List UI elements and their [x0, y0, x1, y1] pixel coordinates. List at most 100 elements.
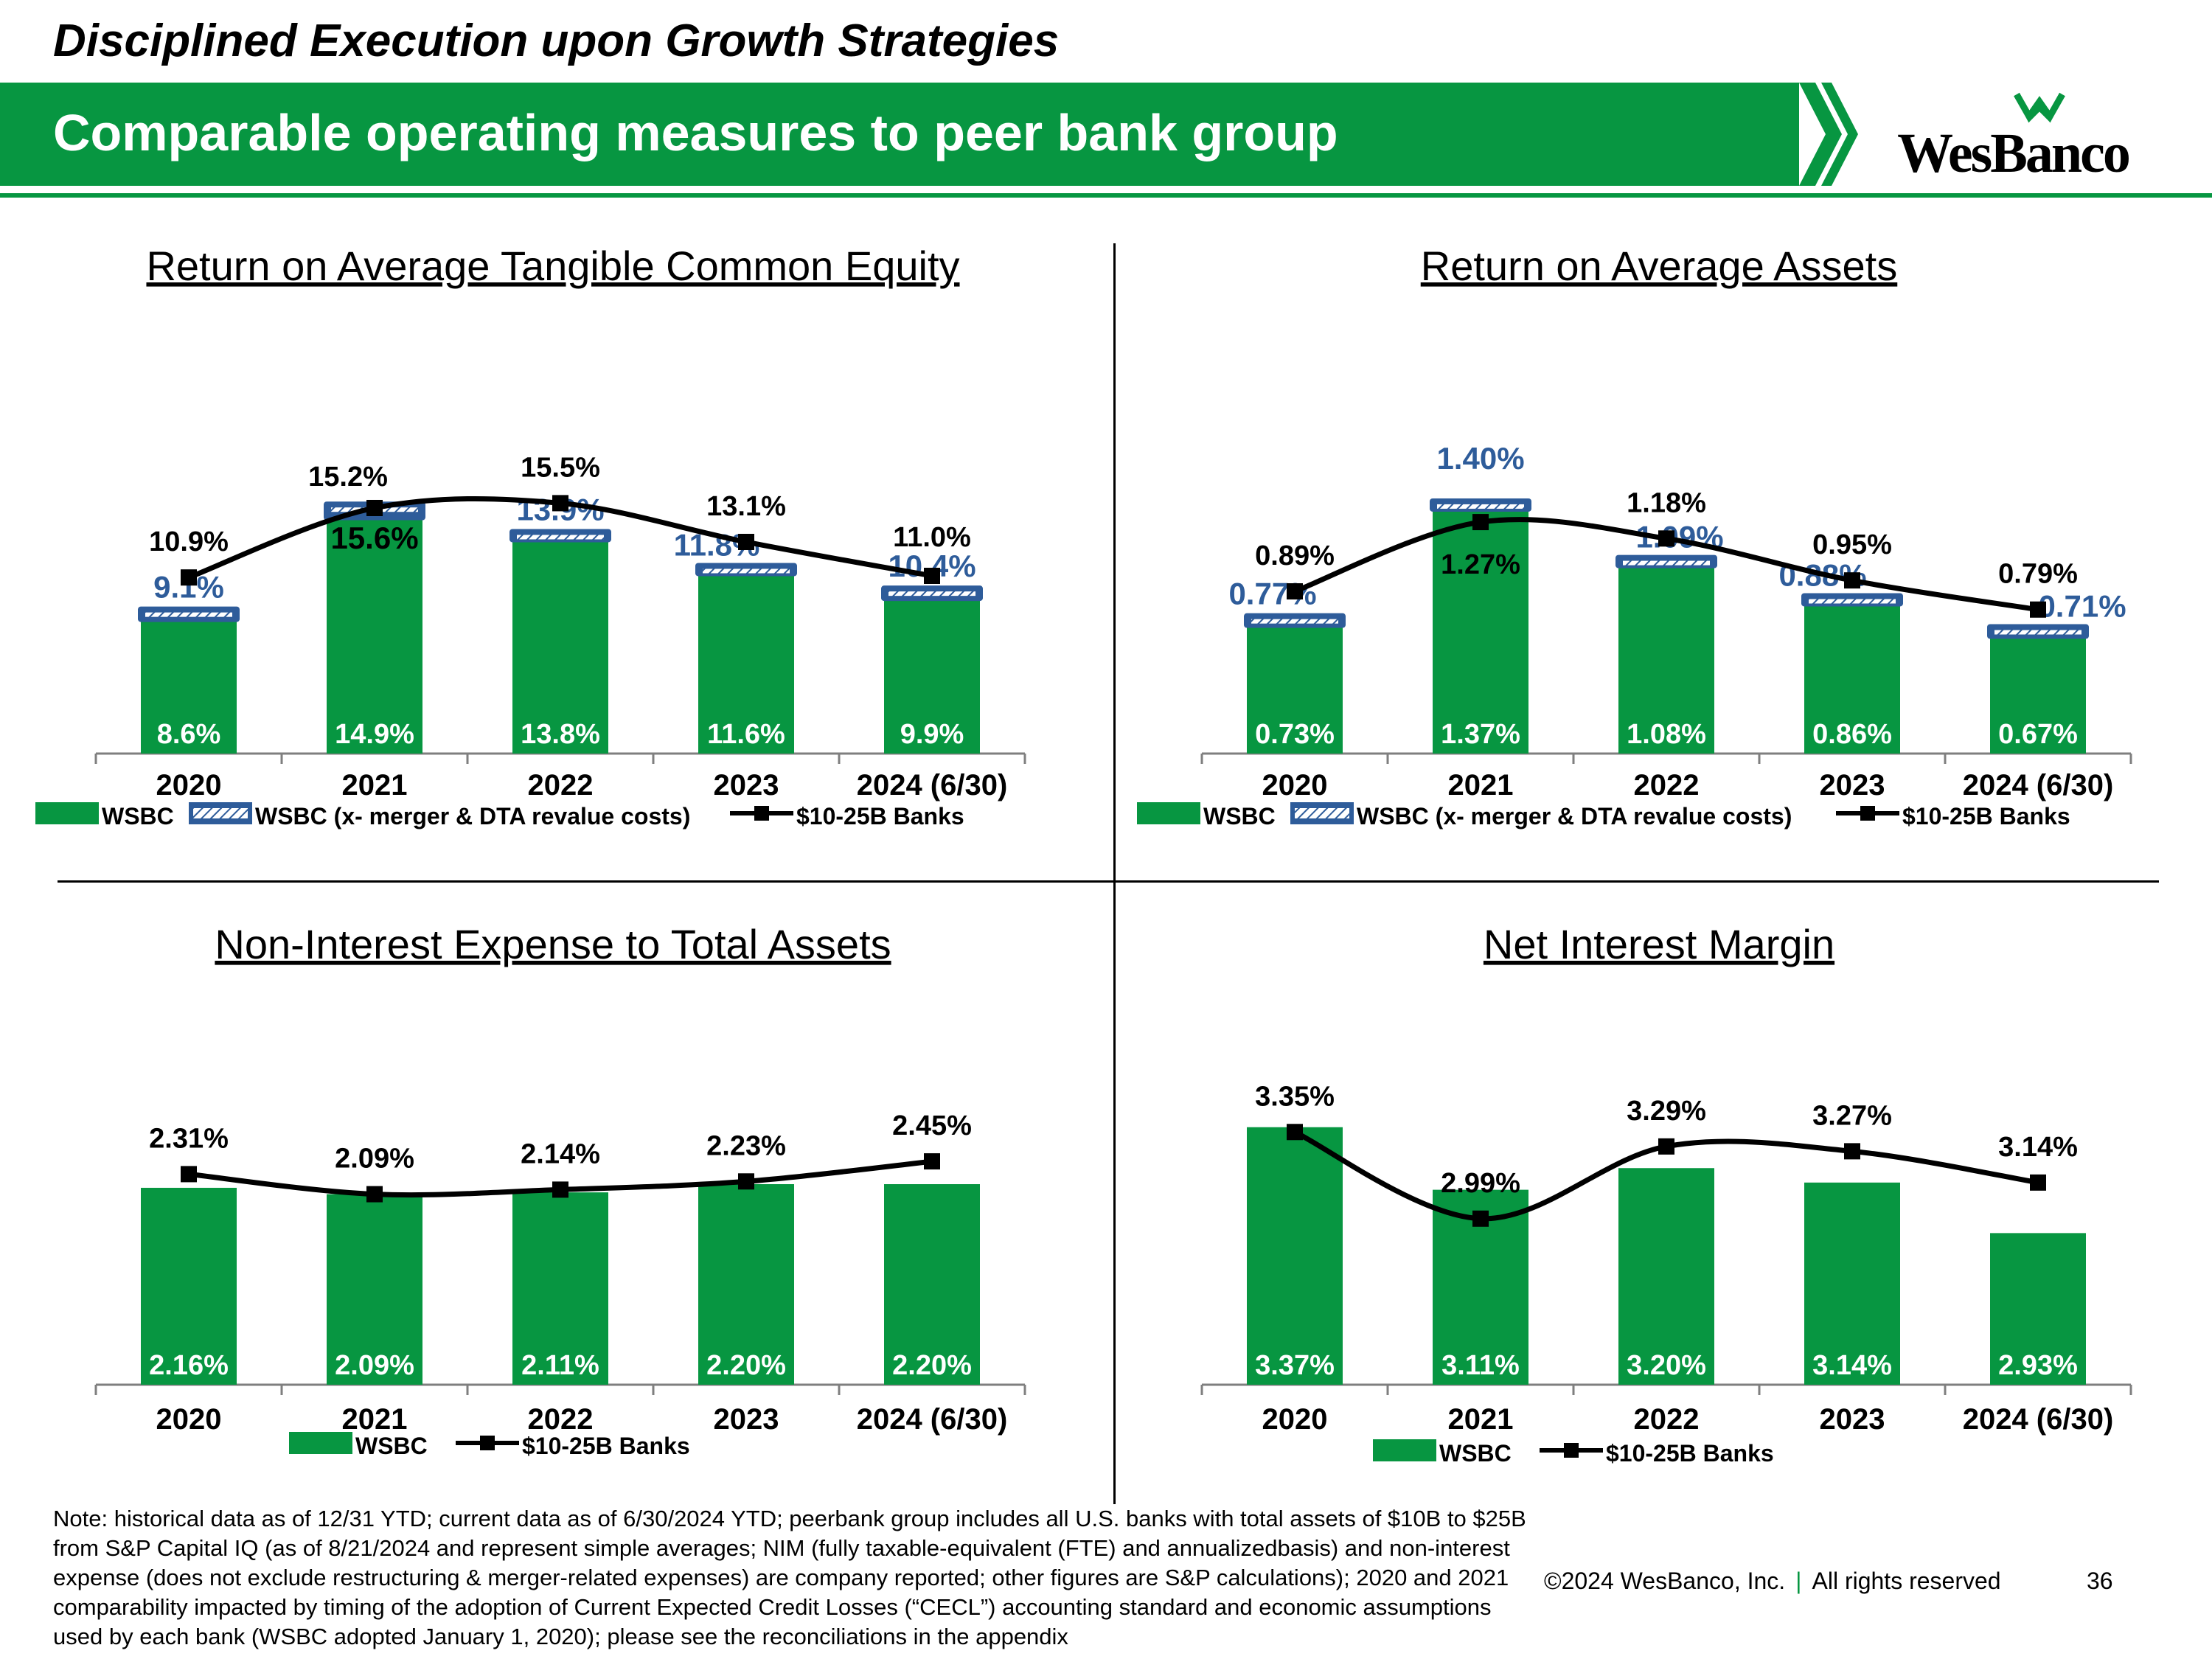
peer-marker — [1658, 1138, 1674, 1155]
peer-value-label: 3.29% — [1627, 1096, 1706, 1127]
bar-cap-hatch — [145, 612, 232, 617]
peer-value-label: 11.0% — [893, 522, 971, 553]
peer-marker — [1287, 1124, 1303, 1141]
peer-marker — [924, 1153, 940, 1170]
legend-marker-peer — [1860, 806, 1875, 821]
peer-value-label: 0.79% — [1998, 559, 2078, 590]
category-label: 2022 — [528, 769, 594, 801]
peer-marker — [1287, 583, 1303, 600]
bar-value-label: 2.93% — [1998, 1350, 2078, 1381]
copyright: ©2024 WesBanco, Inc. | All rights reserved — [1544, 1568, 2001, 1595]
peer-value-label: 15.5% — [521, 452, 600, 483]
bar-value-label: 2.09% — [335, 1350, 414, 1381]
legend-label: WSBC — [1203, 803, 1276, 830]
bar-wsbc — [512, 1192, 608, 1385]
peer-marker — [738, 1173, 754, 1190]
category-label: 2023 — [1820, 1403, 1885, 1436]
bar-value-label: 13.8% — [521, 719, 600, 750]
peer-marker — [1472, 514, 1489, 531]
bar-cap-hatch — [517, 535, 604, 540]
peer-value-label: 2.45% — [892, 1110, 972, 1141]
category-label: 2021 — [1448, 1403, 1514, 1436]
peer-value-label: 2.23% — [706, 1130, 786, 1161]
legend-marker-peer — [754, 806, 769, 821]
peer-marker — [366, 499, 383, 516]
wesbanco-logo: WesBanco — [1897, 92, 2132, 183]
legend-swatch-hatch — [193, 808, 248, 818]
chart-title: Return on Average Tangible Common Equity — [146, 243, 959, 289]
peer-value-label: 2.99% — [1441, 1168, 1520, 1199]
bar-cap-hatch — [888, 591, 975, 597]
legend-swatch-wsbc — [1373, 1439, 1436, 1461]
category-label: 2021 — [1448, 769, 1514, 801]
legend-label: $10-25B Banks — [796, 803, 964, 830]
peer-marker — [738, 533, 754, 550]
page-title: Comparable operating measures to peer ba… — [53, 104, 1338, 161]
peer-value-label: 3.27% — [1812, 1100, 1892, 1131]
chart-rotce: Return on Average Tangible Common Equity… — [35, 243, 1026, 830]
bar-wsbc — [1433, 504, 1528, 754]
category-label: 2022 — [1634, 1403, 1700, 1436]
peer-marker — [924, 568, 940, 584]
cap-value-label: 0.71% — [2038, 589, 2126, 624]
bar-cap-hatch — [1251, 619, 1338, 624]
legend-label: $10-25B Banks — [522, 1433, 690, 1459]
peer-marker — [181, 1166, 197, 1183]
bar-value-label: 1.37% — [1441, 719, 1520, 750]
bar-value-label: 8.6% — [157, 719, 221, 750]
category-label: 2024 (6/30) — [857, 1403, 1008, 1436]
copyright-text: ©2024 WesBanco, Inc. — [1544, 1568, 1786, 1594]
category-label: 2022 — [528, 1403, 594, 1436]
chart-title: Return on Average Assets — [1421, 243, 1898, 289]
peer-value-label: 0.89% — [1255, 540, 1335, 571]
bar-value-label: 3.37% — [1255, 1350, 1335, 1381]
bar-cap-hatch — [1994, 630, 2081, 635]
bar-value-label: 3.11% — [1441, 1350, 1520, 1381]
cap-value-label: 1.40% — [1436, 441, 1524, 476]
bar-wsbc — [1618, 1168, 1714, 1385]
peer-marker — [366, 1186, 383, 1203]
peer-marker — [181, 569, 197, 586]
bar-wsbc — [141, 614, 237, 754]
peer-value-label: 13.1% — [706, 491, 786, 522]
bar-value-label: 2.11% — [521, 1350, 599, 1381]
legend-label: WSBC — [102, 803, 174, 830]
peer-marker — [552, 1181, 568, 1198]
bar-value-label: 3.20% — [1627, 1350, 1706, 1381]
page-number: 36 — [2087, 1568, 2113, 1594]
bar-cap-hatch — [703, 568, 790, 574]
bar-cap-hatch — [1437, 504, 1524, 509]
legend-swatch-wsbc — [289, 1432, 352, 1454]
peer-value-label: 15.2% — [308, 462, 388, 493]
bar-wsbc — [327, 512, 422, 754]
bar-wsbc — [698, 566, 794, 754]
bar-wsbc — [1990, 1233, 2086, 1385]
bar-wsbc — [698, 1184, 794, 1385]
legend-swatch-wsbc — [1137, 802, 1200, 824]
cap-value-label: 0.77% — [1228, 577, 1316, 611]
peer-value-label: 1.27% — [1441, 549, 1520, 580]
bar-wsbc — [1247, 1127, 1343, 1385]
legend-label: WSBC (x- merger & DTA revalue costs) — [255, 803, 690, 830]
bar-wsbc — [141, 1187, 237, 1385]
bar-value-label: 1.08% — [1627, 719, 1706, 750]
horizontal-divider — [58, 880, 2159, 883]
legend-swatch-hatch — [1295, 808, 1349, 818]
category-label: 2023 — [714, 1403, 779, 1436]
bar-wsbc — [1247, 620, 1343, 754]
peer-value-label: 2.09% — [335, 1144, 414, 1175]
peer-value-label: 3.14% — [1998, 1132, 2078, 1163]
category-label: 2023 — [714, 769, 779, 801]
category-label: 2020 — [156, 769, 222, 801]
peer-marker — [1658, 530, 1674, 547]
category-label: 2023 — [1820, 769, 1885, 801]
title-banner — [0, 83, 1799, 186]
chart-title: Non-Interest Expense to Total Assets — [215, 921, 891, 967]
section-kicker: Disciplined Execution upon Growth Strate… — [53, 15, 1060, 66]
legend-label: $10-25B Banks — [1606, 1440, 1774, 1467]
category-label: 2020 — [156, 1403, 222, 1436]
peer-value-label: 10.9% — [149, 526, 229, 557]
bar-value-label: 11.6% — [707, 719, 785, 750]
category-label: 2024 (6/30) — [1963, 1403, 2114, 1436]
legend-label: $10-25B Banks — [1902, 803, 2070, 830]
